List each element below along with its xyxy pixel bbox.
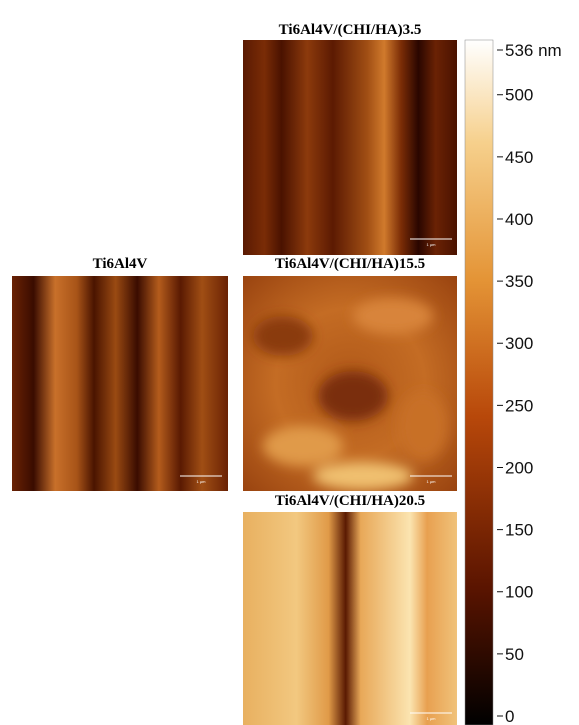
- scale-bar-label: 1 µm: [197, 479, 207, 484]
- tick-label: 536 nm: [505, 41, 562, 60]
- panel-title: Ti6Al4V: [93, 256, 148, 272]
- tick-label: 250: [505, 396, 533, 415]
- afm-image: [243, 276, 457, 491]
- scale-bar-label: 1 µm: [427, 479, 437, 484]
- tick-label: 200: [505, 458, 533, 477]
- tick-label: 450: [505, 148, 533, 167]
- panel-title: Ti6Al4V/(CHI/HA)15.5: [275, 256, 425, 272]
- figure: Ti6Al4V/(CHI/HA)3.5 1 µm Ti6Al4V 1 µm Ti…: [0, 0, 579, 725]
- tick-label: 400: [505, 210, 533, 229]
- tick-label: 50: [505, 645, 524, 664]
- tick-label: 500: [505, 86, 533, 105]
- panel-title: Ti6Al4V/(CHI/HA)20.5: [275, 493, 425, 509]
- tick-label: 350: [505, 272, 533, 291]
- colorbar: [465, 40, 493, 725]
- tick-label: 100: [505, 583, 533, 602]
- panel-title: Ti6Al4V/(CHI/HA)3.5: [279, 22, 422, 38]
- tick-label: 150: [505, 521, 533, 540]
- afm-image: [243, 512, 457, 725]
- scale-bar-label: 1 µm: [427, 242, 437, 247]
- tick-label: 300: [505, 334, 533, 353]
- scale-bar-label: 1 µm: [427, 716, 437, 721]
- afm-image: [243, 40, 457, 255]
- tick-label: 0: [505, 707, 514, 725]
- afm-image: [12, 276, 228, 491]
